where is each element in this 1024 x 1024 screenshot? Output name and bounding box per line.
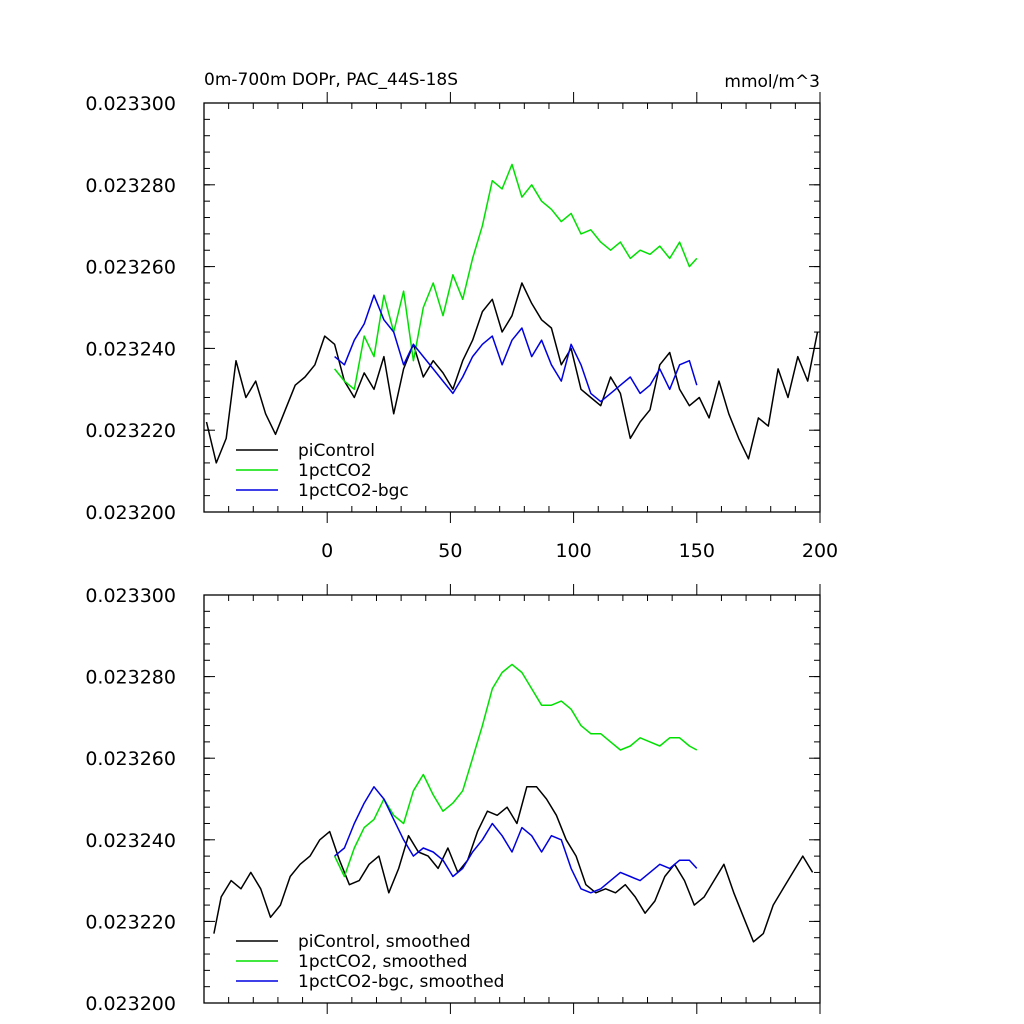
x-tick-label: 50 — [438, 540, 462, 562]
legend-label: 1pctCO2, smoothed — [298, 952, 467, 972]
x-tick-labels: 0 50 100 150 200 — [321, 540, 838, 562]
top-chart-panel: 0m-700m DOPr, PAC_44S-18S mmol/m^3 0.023… — [85, 70, 838, 562]
y-tick-label: 0.023240 — [85, 338, 176, 360]
legend-label: 1pctCO2 — [298, 461, 372, 481]
tick-marks — [204, 584, 821, 1014]
tick-marks — [204, 92, 821, 523]
series-line-1pctco2 — [334, 163, 698, 391]
y-tick-labels: 0.023200 0.023220 0.023240 0.023260 0.023280… — [85, 585, 176, 1015]
y-tick-label: 0.023300 — [85, 585, 176, 607]
plot-frame — [203, 594, 821, 1004]
units-label: mmol/m^3 — [724, 72, 820, 92]
series-line-1pctco2-bgc — [334, 294, 698, 403]
series-lines — [205, 163, 819, 464]
series-line-1pctco2-smoothed — [333, 663, 698, 878]
plot-frame — [203, 102, 821, 513]
x-tick-label: 0 — [321, 540, 333, 562]
series-line-picontrol — [205, 282, 819, 464]
x-tick-label: 150 — [679, 540, 715, 562]
series-line-picontrol-smoothed — [213, 786, 814, 943]
legend-label: 1pctCO2-bgc, smoothed — [298, 972, 504, 992]
x-tick-label: 200 — [802, 540, 838, 562]
y-tick-label: 0.023280 — [85, 667, 176, 689]
x-tick-label: 100 — [555, 540, 591, 562]
y-tick-label: 0.023260 — [85, 748, 176, 770]
bottom-chart-panel: 0.023200 0.023220 0.023240 0.023260 0.023280… — [85, 584, 821, 1015]
legend-label: piControl, smoothed — [298, 932, 471, 952]
legend-label: 1pctCO2-bgc — [298, 481, 409, 501]
series-lines — [213, 663, 814, 943]
y-tick-label: 0.023220 — [85, 420, 176, 442]
y-tick-label: 0.023260 — [85, 257, 176, 279]
y-tick-label: 0.023220 — [85, 911, 176, 933]
y-tick-label: 0.023240 — [85, 830, 176, 852]
chart-title: 0m-700m DOPr, PAC_44S-18S — [204, 70, 458, 90]
series-line-1pctco2-bgc-smoothed — [334, 786, 698, 894]
y-tick-label: 0.023200 — [85, 502, 176, 524]
y-tick-label: 0.023300 — [85, 93, 176, 115]
y-tick-label: 0.023280 — [85, 175, 176, 197]
y-tick-labels: 0.023200 0.023220 0.023240 0.023260 0.023280… — [85, 93, 176, 524]
y-tick-label: 0.023200 — [85, 993, 176, 1015]
legend-label: piControl — [298, 441, 375, 461]
